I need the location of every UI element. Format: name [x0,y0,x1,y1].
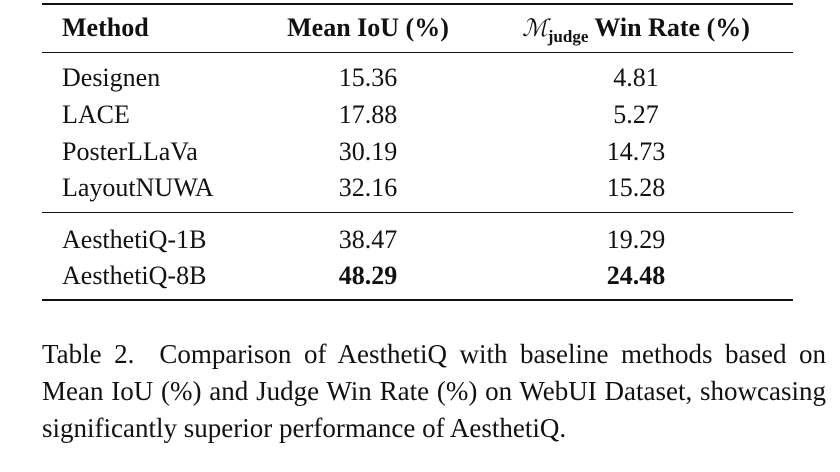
mid-rule [42,52,793,53]
caption: Table 2. Comparison of AesthetiQ with ba… [42,336,826,447]
method-cell: AesthetiQ-1B [62,225,207,254]
value-cell: 19.29 [606,225,666,254]
symbol: ℳ [522,14,548,42]
value-cell: 4.81 [613,63,659,92]
value-cell: 38.47 [338,225,398,254]
value-cell: 15.36 [338,63,398,92]
value-cell: 15.28 [606,173,666,202]
caption-label: Table 2. [42,339,135,369]
value-cell: 48.29 [338,261,398,290]
method-cell: Designen [62,63,161,92]
value-cell: 5.27 [613,100,659,129]
top-rule [42,3,793,5]
method-cell: AesthetiQ-8B [62,261,207,290]
header-cell: Mean IoU (%) [287,13,449,42]
value-cell: 14.73 [606,137,666,166]
value-cell: 30.19 [338,137,398,166]
caption-text: Comparison of AesthetiQ with baseline me… [42,339,827,443]
method-cell: LayoutNUWA [62,173,214,202]
subscript: judge [547,27,589,46]
bottom-rule [42,299,793,301]
value-cell: 32.16 [338,173,398,202]
value-cell: 17.88 [338,100,398,129]
header-cell: ℳjudge Win Rate (%) [486,10,786,55]
value-cell: 24.48 [606,261,666,290]
method-cell: LACE [62,100,130,129]
method-cell: PosterLLaVa [62,137,198,166]
group-rule [42,212,793,213]
header-text: Win Rate (%) [594,13,750,42]
header-cell: Method [62,13,149,42]
